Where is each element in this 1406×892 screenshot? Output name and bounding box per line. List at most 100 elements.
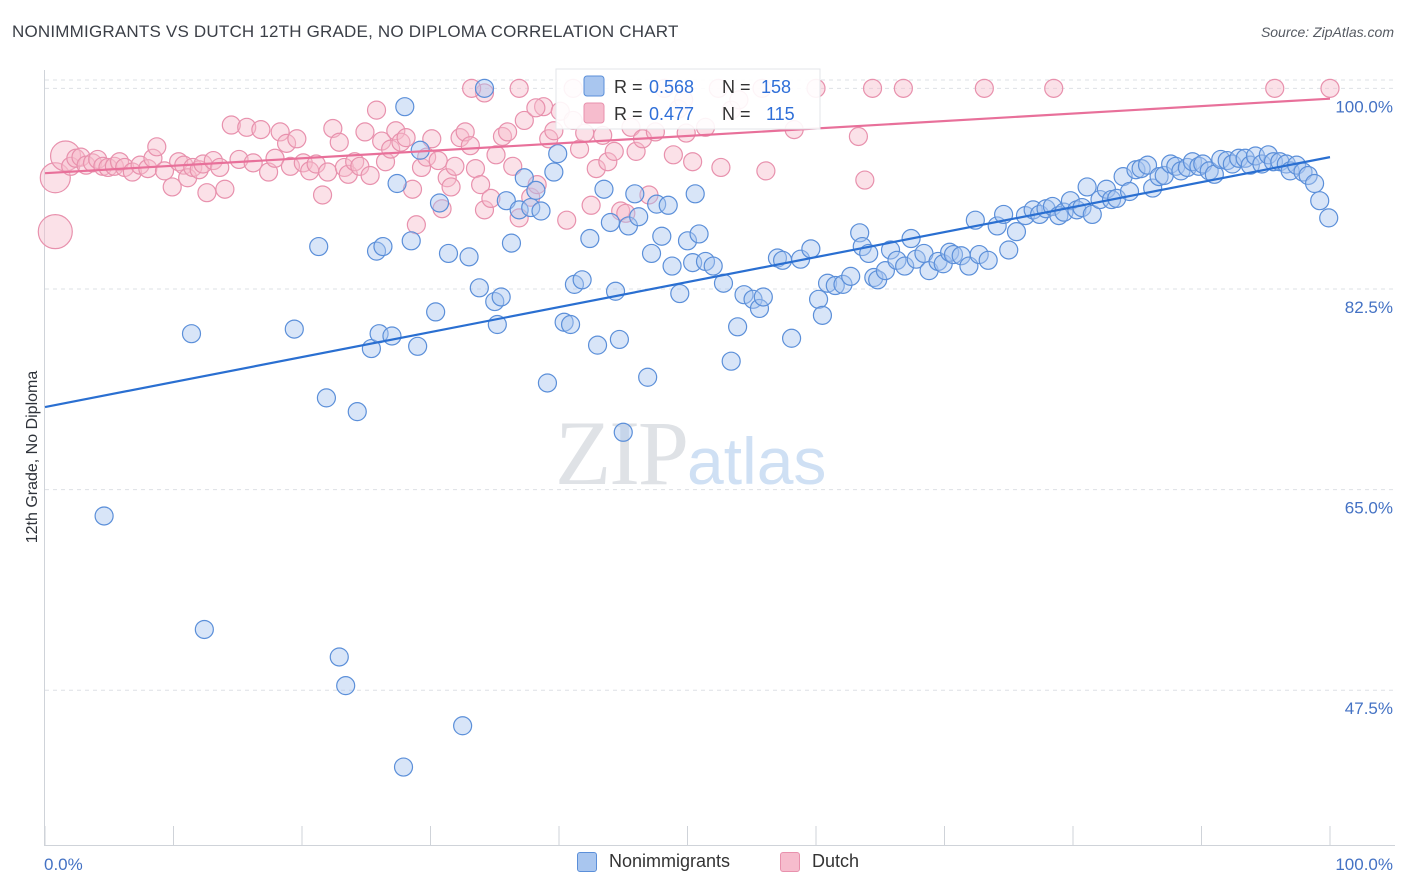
dutch-point bbox=[422, 129, 442, 149]
nonimmigrants-point bbox=[749, 298, 770, 319]
dutch-point bbox=[893, 78, 913, 98]
dutch-point bbox=[848, 126, 869, 147]
nonimmigrants-point bbox=[181, 324, 202, 344]
dutch-point bbox=[465, 158, 486, 179]
dutch-point bbox=[683, 152, 703, 172]
nonimmigrants-point bbox=[594, 179, 614, 199]
dutch-point bbox=[1320, 78, 1340, 98]
dutch-point bbox=[318, 162, 338, 182]
nonimmigrants-point bbox=[638, 367, 658, 387]
nonimmigrants-point bbox=[438, 243, 459, 264]
dutch-swatch bbox=[780, 851, 800, 872]
source-note: Source: ZipAtlas.com bbox=[1260, 24, 1394, 40]
nonimmigrants-point bbox=[521, 197, 541, 218]
nonimmigrants-point bbox=[906, 249, 926, 269]
nonimmigrants-point bbox=[670, 283, 690, 304]
dutch-point bbox=[210, 157, 230, 178]
nonimmigrants-point bbox=[887, 250, 907, 270]
nonimmigrants-point bbox=[1006, 222, 1027, 242]
dutch-point bbox=[355, 122, 375, 142]
nonimmigrants-point bbox=[1229, 148, 1249, 168]
nonimmigrants-point bbox=[801, 239, 821, 259]
nonimmigrants-point bbox=[943, 244, 964, 265]
nonimmigrants-point bbox=[426, 302, 446, 322]
nonimmigrants-point bbox=[587, 335, 608, 355]
nonimmigrants-point bbox=[841, 266, 861, 286]
dutch-point bbox=[37, 214, 73, 250]
dutch-point bbox=[855, 170, 875, 190]
dutch-point bbox=[215, 179, 235, 199]
nonimmigrants-point bbox=[284, 319, 304, 339]
nonimmigrants-point bbox=[629, 207, 649, 227]
nonimmigrants-point bbox=[1310, 191, 1330, 211]
dutch-point bbox=[450, 128, 470, 148]
dutch-point bbox=[514, 110, 534, 131]
dutch-point bbox=[598, 152, 618, 172]
dutch-point bbox=[498, 122, 518, 142]
dutch-point bbox=[711, 157, 731, 178]
dutch-point bbox=[162, 177, 182, 197]
dutch-point bbox=[1044, 78, 1064, 98]
nonimmigrants-point bbox=[703, 256, 723, 276]
legend-n-label-1: N = bbox=[722, 77, 751, 97]
nonimmigrants-point bbox=[491, 287, 511, 307]
watermark: ZIPatlas bbox=[555, 400, 826, 506]
legend-item-nonimmigrants: Nonimmigrants bbox=[577, 851, 730, 872]
legend-n-value-2: 115 bbox=[766, 104, 795, 124]
dutch-point bbox=[481, 188, 501, 209]
nonimmigrants-point bbox=[1077, 177, 1097, 197]
nonimmigrants-point bbox=[459, 247, 479, 267]
nonimmigrants-point bbox=[373, 236, 393, 257]
y-tick-label: 100.0% bbox=[1335, 97, 1393, 116]
nonimmigrants-point bbox=[609, 329, 629, 350]
legend-swatch-nonimmigrants bbox=[583, 75, 605, 97]
nonimmigrants-point bbox=[880, 240, 901, 260]
nonimmigrants-point bbox=[600, 212, 621, 233]
dutch-point bbox=[445, 156, 465, 176]
legend-n-value-1: 158 bbox=[761, 77, 791, 97]
nonimmigrants-point bbox=[978, 250, 998, 270]
nonimmigrants-point bbox=[501, 233, 522, 253]
nonimmigrants-point bbox=[526, 180, 546, 200]
dutch-point bbox=[626, 141, 646, 161]
dutch-point bbox=[147, 137, 167, 157]
watermark-zip: ZIP bbox=[555, 402, 689, 504]
nonimmigrants-point bbox=[347, 402, 367, 422]
nonimmigrants-point bbox=[833, 274, 853, 294]
nonimmigrants-point bbox=[652, 226, 672, 246]
dutch-point bbox=[526, 98, 546, 118]
nonimmigrants-point bbox=[329, 647, 349, 667]
dutch-point bbox=[270, 122, 290, 142]
y-axis-tick-labels: 100.0% 82.5% 65.0% 47.5% bbox=[1335, 97, 1393, 718]
axes bbox=[44, 70, 1395, 846]
nonimmigrants-point bbox=[469, 278, 489, 298]
nonimmigrants-point bbox=[309, 236, 329, 257]
dutch-point bbox=[221, 115, 241, 135]
dutch-point bbox=[474, 200, 495, 220]
dutch-point bbox=[1265, 78, 1285, 98]
nonimmigrants-point bbox=[387, 173, 407, 194]
nonimmigrants-point bbox=[1304, 173, 1325, 194]
legend-label-dutch: Dutch bbox=[812, 851, 860, 871]
dutch-point bbox=[428, 150, 448, 171]
nonimmigrants-point bbox=[509, 200, 529, 220]
nonimmigrants-point bbox=[817, 273, 838, 293]
dutch-point bbox=[581, 195, 601, 215]
nonimmigrants-points bbox=[94, 78, 1339, 777]
dutch-point bbox=[663, 145, 683, 165]
dutch-point bbox=[98, 157, 118, 178]
nonimmigrants-point bbox=[1319, 208, 1339, 228]
legend-swatch-dutch bbox=[583, 102, 605, 124]
dutch-points bbox=[37, 78, 1340, 250]
y-tick-label: 65.0% bbox=[1345, 499, 1393, 518]
nonimmigrants-point bbox=[382, 326, 402, 346]
y-tick-label: 47.5% bbox=[1345, 699, 1393, 718]
dutch-point bbox=[411, 157, 432, 178]
nonimmigrants-point bbox=[825, 275, 845, 296]
dutch-point bbox=[312, 185, 333, 205]
nonimmigrants-point bbox=[685, 184, 705, 204]
dutch-point bbox=[229, 149, 249, 170]
dutch-point bbox=[396, 128, 416, 148]
dutch-point bbox=[441, 177, 461, 197]
dutch-point bbox=[503, 156, 523, 176]
